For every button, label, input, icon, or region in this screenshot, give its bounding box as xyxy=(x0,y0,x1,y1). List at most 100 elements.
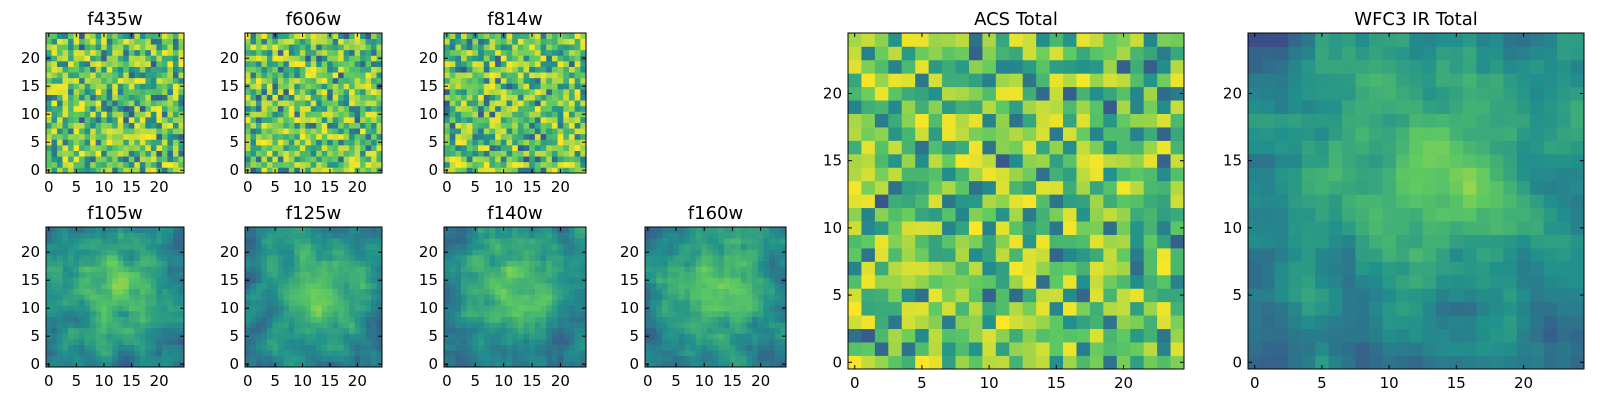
heatmap-cell xyxy=(376,355,383,362)
heatmap-cell xyxy=(701,288,708,295)
heatmap-cell xyxy=(1089,342,1104,356)
heatmap-cell xyxy=(982,194,997,209)
heatmap-cell xyxy=(455,55,462,62)
heatmap-cell xyxy=(461,33,468,39)
heatmap-cell xyxy=(568,277,575,284)
heatmap-cell xyxy=(523,55,530,62)
heatmap-cell xyxy=(338,167,344,174)
heatmap-cell xyxy=(523,49,530,56)
heatmap-cell xyxy=(512,100,519,107)
heatmap-cell xyxy=(84,77,91,84)
heatmap-cell xyxy=(489,161,496,168)
heatmap-cell xyxy=(780,355,787,362)
heatmap-cell xyxy=(500,145,507,151)
heatmap-cell xyxy=(123,283,130,289)
heatmap-cell xyxy=(277,128,284,135)
heatmap-cell xyxy=(718,283,725,289)
heatmap-cell xyxy=(321,111,328,118)
heatmap-cell xyxy=(461,266,468,273)
heatmap-cell xyxy=(580,294,587,301)
heatmap-cell xyxy=(712,327,719,334)
heatmap-cell xyxy=(266,139,273,146)
heatmap-cell xyxy=(523,322,530,329)
heatmap-cell xyxy=(112,311,119,317)
heatmap-cell xyxy=(371,361,377,368)
heatmap-cell xyxy=(145,260,152,267)
heatmap-cell xyxy=(139,333,146,340)
heatmap-cell xyxy=(551,83,558,90)
heatmap-cell xyxy=(57,72,63,79)
heatmap-cell xyxy=(1036,207,1050,222)
heatmap-cell xyxy=(466,243,473,250)
heatmap-cell xyxy=(1022,207,1037,222)
heatmap-cell xyxy=(338,294,344,301)
heatmap-cell xyxy=(117,266,124,273)
heatmap-cell xyxy=(729,283,736,289)
heatmap-cell xyxy=(472,266,479,273)
y-tick-label: 0 xyxy=(428,161,438,179)
heatmap-cell xyxy=(117,145,124,151)
heatmap-cell xyxy=(763,283,770,289)
heatmap-cell xyxy=(512,327,519,334)
heatmap-cell xyxy=(472,283,479,289)
heatmap-cell xyxy=(1157,355,1171,370)
heatmap-cell xyxy=(172,271,179,278)
heatmap-cell xyxy=(294,49,301,56)
heatmap-cell xyxy=(283,66,290,73)
heatmap-cell xyxy=(343,167,350,174)
heatmap-cell xyxy=(46,49,52,56)
heatmap-cell xyxy=(1022,180,1037,195)
heatmap-cell xyxy=(128,344,135,351)
heatmap-cell xyxy=(349,333,355,340)
heatmap-cell xyxy=(478,361,485,368)
heatmap-cell xyxy=(51,139,58,146)
heatmap-cell xyxy=(332,355,339,362)
heatmap-cell xyxy=(327,333,334,340)
heatmap-cell xyxy=(95,145,102,151)
heatmap-cell xyxy=(444,44,451,51)
heatmap-cell xyxy=(466,150,473,157)
heatmap-cell xyxy=(79,344,85,351)
heatmap-cell xyxy=(1170,342,1185,356)
heatmap-cell xyxy=(752,327,759,334)
heatmap-cell xyxy=(729,355,736,362)
heatmap-cell xyxy=(489,327,496,334)
heatmap-cell xyxy=(1103,274,1118,289)
heatmap-cell xyxy=(529,311,536,317)
heatmap-cell xyxy=(735,299,742,306)
heatmap-cell xyxy=(574,33,581,39)
heatmap-cell xyxy=(540,122,547,129)
heatmap-cell xyxy=(316,283,323,289)
heatmap-cell xyxy=(512,339,519,345)
heatmap-cell xyxy=(371,61,377,67)
heatmap-cell xyxy=(250,161,257,168)
heatmap-cell xyxy=(489,238,496,245)
heatmap-cell xyxy=(321,243,328,250)
heatmap-cell xyxy=(540,277,547,284)
heatmap-cell xyxy=(540,322,547,329)
heatmap-cell xyxy=(95,355,102,362)
heatmap-cell xyxy=(563,333,570,340)
heatmap-cell xyxy=(112,260,119,267)
heatmap-cell xyxy=(156,105,163,112)
heatmap-cell xyxy=(534,311,541,317)
heatmap-cell xyxy=(134,344,141,351)
heatmap-cell xyxy=(161,299,168,306)
heatmap-cell xyxy=(472,333,479,340)
heatmap-cell xyxy=(774,260,781,267)
heatmap-cell xyxy=(101,283,108,289)
heatmap-cell xyxy=(277,322,284,329)
heatmap-cell xyxy=(68,344,74,351)
heatmap-cell xyxy=(277,266,284,273)
heatmap-cell xyxy=(701,350,708,357)
heatmap-cell xyxy=(283,100,290,107)
heatmap-cell xyxy=(332,150,339,157)
heatmap-cell xyxy=(466,94,473,101)
heatmap-cell xyxy=(506,238,513,245)
heatmap-cell xyxy=(466,333,473,340)
heatmap-cell xyxy=(763,249,770,256)
heatmap-cell xyxy=(51,288,58,295)
heatmap-cell xyxy=(495,361,502,368)
heatmap-cell xyxy=(874,315,889,330)
